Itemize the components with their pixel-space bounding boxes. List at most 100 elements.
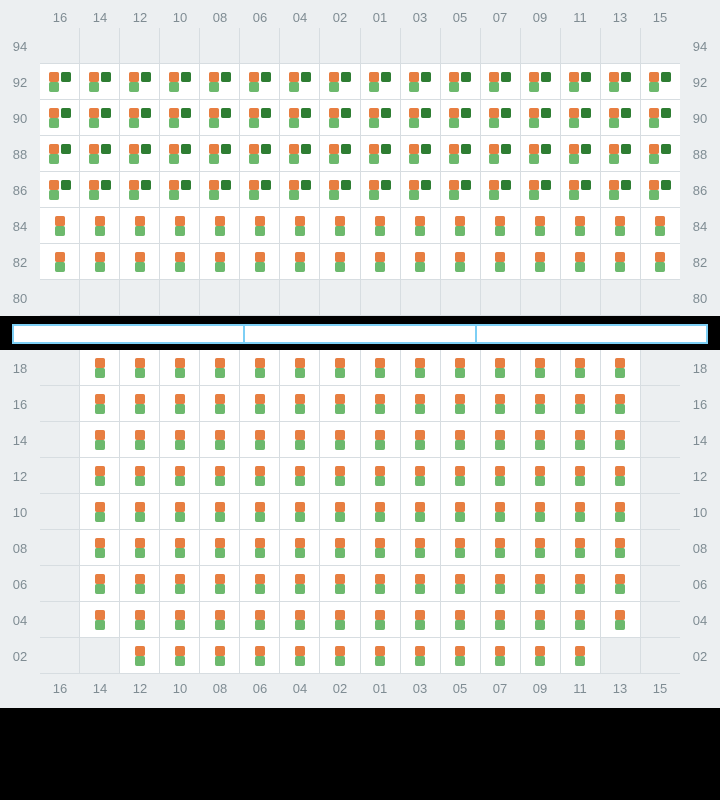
seat-green[interactable] bbox=[135, 440, 145, 450]
seat-orange[interactable] bbox=[415, 646, 425, 656]
seat-cell[interactable] bbox=[601, 530, 641, 566]
seat-orange[interactable] bbox=[449, 180, 459, 190]
seat-green[interactable] bbox=[335, 226, 345, 236]
seat-cell[interactable] bbox=[240, 350, 280, 386]
seat-orange[interactable] bbox=[95, 216, 105, 226]
seat-cell[interactable] bbox=[240, 64, 280, 100]
seat-orange[interactable] bbox=[215, 466, 225, 476]
seat-darkgreen[interactable] bbox=[661, 108, 671, 118]
seat-green[interactable] bbox=[135, 512, 145, 522]
seat-cell[interactable] bbox=[240, 494, 280, 530]
seat-orange[interactable] bbox=[329, 180, 339, 190]
seat-cell[interactable] bbox=[280, 208, 320, 244]
seat-orange[interactable] bbox=[375, 574, 385, 584]
seat-green[interactable] bbox=[409, 118, 419, 128]
seat-cell[interactable] bbox=[280, 458, 320, 494]
seat-orange[interactable] bbox=[129, 180, 139, 190]
seat-green[interactable] bbox=[375, 620, 385, 630]
seat-cell[interactable] bbox=[120, 638, 160, 674]
seat-green[interactable] bbox=[415, 476, 425, 486]
seat-green[interactable] bbox=[529, 82, 539, 92]
seat-green[interactable] bbox=[295, 476, 305, 486]
seat-orange[interactable] bbox=[135, 646, 145, 656]
seat-orange[interactable] bbox=[535, 466, 545, 476]
seat-orange[interactable] bbox=[89, 108, 99, 118]
seat-orange[interactable] bbox=[375, 216, 385, 226]
seat-orange[interactable] bbox=[535, 502, 545, 512]
seat-cell[interactable] bbox=[160, 530, 200, 566]
seat-cell[interactable] bbox=[280, 602, 320, 638]
seat-darkgreen[interactable] bbox=[101, 144, 111, 154]
seat-cell[interactable] bbox=[401, 64, 441, 100]
seat-green[interactable] bbox=[89, 82, 99, 92]
seat-darkgreen[interactable] bbox=[341, 72, 351, 82]
seat-green[interactable] bbox=[455, 404, 465, 414]
seat-green[interactable] bbox=[255, 584, 265, 594]
seat-cell[interactable] bbox=[320, 638, 360, 674]
seat-green[interactable] bbox=[249, 190, 259, 200]
seat-cell[interactable] bbox=[200, 64, 240, 100]
seat-orange[interactable] bbox=[215, 252, 225, 262]
seat-orange[interactable] bbox=[529, 180, 539, 190]
seat-darkgreen[interactable] bbox=[621, 72, 631, 82]
seat-cell[interactable] bbox=[521, 386, 561, 422]
seat-green[interactable] bbox=[335, 620, 345, 630]
seat-cell[interactable] bbox=[561, 100, 601, 136]
seat-green[interactable] bbox=[135, 476, 145, 486]
seat-green[interactable] bbox=[649, 82, 659, 92]
seat-green[interactable] bbox=[215, 404, 225, 414]
seat-cell[interactable] bbox=[441, 422, 481, 458]
seat-green[interactable] bbox=[135, 226, 145, 236]
seat-green[interactable] bbox=[295, 512, 305, 522]
seat-orange[interactable] bbox=[255, 610, 265, 620]
seat-green[interactable] bbox=[175, 656, 185, 666]
seat-orange[interactable] bbox=[175, 394, 185, 404]
seat-cell[interactable] bbox=[160, 172, 200, 208]
seat-cell[interactable] bbox=[200, 566, 240, 602]
seat-cell[interactable] bbox=[80, 566, 120, 602]
seat-cell[interactable] bbox=[561, 638, 601, 674]
seat-cell[interactable] bbox=[240, 172, 280, 208]
seat-orange[interactable] bbox=[329, 108, 339, 118]
seat-orange[interactable] bbox=[295, 538, 305, 548]
seat-green[interactable] bbox=[335, 476, 345, 486]
seat-cell[interactable] bbox=[601, 566, 641, 602]
seat-orange[interactable] bbox=[489, 180, 499, 190]
seat-green[interactable] bbox=[329, 118, 339, 128]
seat-orange[interactable] bbox=[615, 216, 625, 226]
seat-green[interactable] bbox=[89, 154, 99, 164]
seat-cell[interactable] bbox=[120, 136, 160, 172]
seat-orange[interactable] bbox=[255, 502, 265, 512]
seat-cell[interactable] bbox=[320, 350, 360, 386]
seat-orange[interactable] bbox=[329, 72, 339, 82]
seat-darkgreen[interactable] bbox=[541, 180, 551, 190]
seat-orange[interactable] bbox=[215, 646, 225, 656]
seat-green[interactable] bbox=[609, 154, 619, 164]
seat-darkgreen[interactable] bbox=[301, 108, 311, 118]
seat-green[interactable] bbox=[655, 226, 665, 236]
seat-cell[interactable] bbox=[320, 458, 360, 494]
seat-cell[interactable] bbox=[361, 350, 401, 386]
seat-cell[interactable] bbox=[361, 422, 401, 458]
seat-cell[interactable] bbox=[80, 100, 120, 136]
seat-green[interactable] bbox=[415, 548, 425, 558]
seat-green[interactable] bbox=[95, 620, 105, 630]
seat-orange[interactable] bbox=[575, 252, 585, 262]
seat-green[interactable] bbox=[95, 226, 105, 236]
seat-orange[interactable] bbox=[175, 466, 185, 476]
seat-green[interactable] bbox=[89, 190, 99, 200]
seat-cell[interactable] bbox=[401, 350, 441, 386]
seat-orange[interactable] bbox=[535, 430, 545, 440]
seat-cell[interactable] bbox=[280, 638, 320, 674]
seat-green[interactable] bbox=[609, 118, 619, 128]
seat-cell[interactable] bbox=[401, 494, 441, 530]
seat-cell[interactable] bbox=[361, 208, 401, 244]
seat-green[interactable] bbox=[169, 190, 179, 200]
seat-darkgreen[interactable] bbox=[261, 144, 271, 154]
seat-cell[interactable] bbox=[481, 172, 521, 208]
seat-cell[interactable] bbox=[641, 100, 680, 136]
seat-green[interactable] bbox=[415, 656, 425, 666]
seat-cell[interactable] bbox=[441, 64, 481, 100]
seat-darkgreen[interactable] bbox=[461, 144, 471, 154]
seat-green[interactable] bbox=[375, 656, 385, 666]
